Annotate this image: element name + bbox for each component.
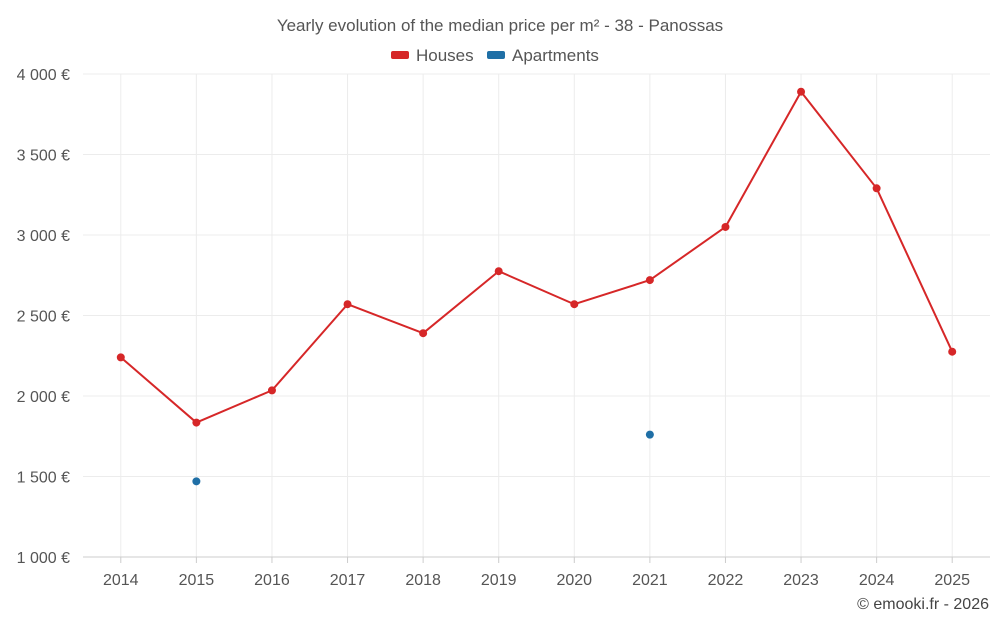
y-tick-label: 4 000 € — [17, 67, 70, 84]
legend-label-apartments: Apartments — [512, 46, 599, 65]
data-point-houses[interactable] — [797, 87, 806, 96]
x-tick-label: 2017 — [330, 572, 366, 589]
chart-title: Yearly evolution of the median price per… — [277, 16, 723, 35]
legend: Houses Apartments — [391, 46, 599, 65]
y-tick-label: 1 500 € — [17, 470, 70, 487]
data-point-houses[interactable] — [192, 418, 201, 427]
y-tick-label: 3 000 € — [17, 228, 70, 245]
credit: © emooki.fr - 2026 — [857, 596, 989, 613]
data-point-houses[interactable] — [721, 222, 730, 231]
y-axis: 1 000 € 1 500 € 2 000 € 2 500 € 3 000 € 3 500… — [17, 67, 70, 567]
data-point-houses[interactable] — [570, 300, 579, 309]
legend-label-houses: Houses — [416, 46, 474, 65]
x-tick-label: 2024 — [859, 572, 895, 589]
data-point-apartments[interactable] — [192, 477, 201, 486]
x-tick-label: 2025 — [934, 572, 970, 589]
legend-item-apartments[interactable]: Apartments — [487, 46, 599, 65]
data-point-houses[interactable] — [116, 353, 125, 362]
x-axis: 2014 2015 2016 2017 2018 2019 2020 2021 2022 2023… — [83, 556, 990, 589]
x-tick-label: 2014 — [103, 572, 139, 589]
data-point-houses[interactable] — [645, 276, 654, 285]
series-layer — [116, 87, 957, 486]
legend-swatch-apartments — [487, 51, 505, 59]
y-tick-label: 3 500 € — [17, 148, 70, 165]
grid — [83, 73, 990, 558]
data-point-houses[interactable] — [343, 300, 352, 309]
x-tick-label: 2015 — [179, 572, 215, 589]
data-point-houses[interactable] — [948, 347, 957, 356]
legend-item-houses[interactable]: Houses — [391, 46, 474, 65]
data-point-houses[interactable] — [419, 329, 428, 338]
x-tick-label: 2016 — [254, 572, 290, 589]
y-tick-label: 2 000 € — [17, 389, 70, 406]
series-line-houses — [120, 90, 954, 424]
x-tick-label: 2019 — [481, 572, 517, 589]
x-tick-label: 2018 — [405, 572, 441, 589]
data-point-houses[interactable] — [872, 184, 881, 193]
x-tick-label: 2022 — [708, 572, 744, 589]
y-tick-label: 1 000 € — [17, 550, 70, 567]
x-tick-label: 2020 — [556, 572, 592, 589]
x-tick-label: 2023 — [783, 572, 819, 589]
legend-swatch-houses — [391, 51, 409, 59]
data-point-houses[interactable] — [267, 386, 276, 395]
data-point-houses[interactable] — [494, 267, 503, 276]
x-tick-label: 2021 — [632, 572, 668, 589]
data-point-apartments[interactable] — [645, 430, 654, 439]
y-tick-label: 2 500 € — [17, 309, 70, 326]
